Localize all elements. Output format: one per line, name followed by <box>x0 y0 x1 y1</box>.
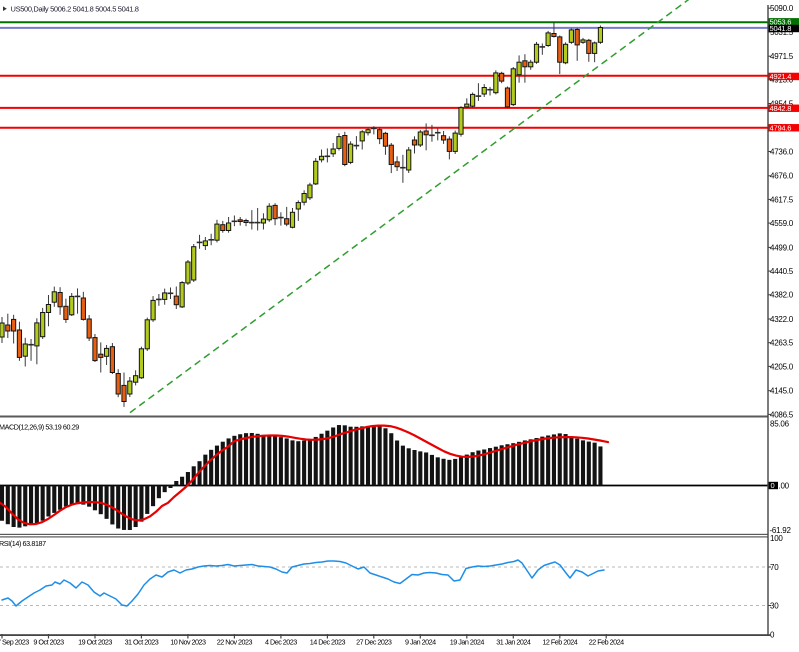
svg-text:5053.6: 5053.6 <box>770 18 792 27</box>
svg-text:RSI(14) 63.8187: RSI(14) 63.8187 <box>0 539 46 548</box>
svg-text:30: 30 <box>770 601 779 610</box>
svg-text:-61.92: -61.92 <box>770 526 792 535</box>
svg-text:4145.0: 4145.0 <box>770 387 794 396</box>
svg-text:5041.8: 5041.8 <box>770 24 792 33</box>
svg-text:4913.0: 4913.0 <box>770 76 794 85</box>
svg-text:5031.5: 5031.5 <box>770 28 794 37</box>
svg-text:70: 70 <box>770 563 779 572</box>
svg-text:9 Jan 2024: 9 Jan 2024 <box>405 637 436 646</box>
svg-text:US500,Daily 5006.2 5041.8 500: US500,Daily 5006.2 5041.8 5004.5 5041.8 <box>11 4 139 13</box>
svg-text:4617.5: 4617.5 <box>770 195 794 204</box>
svg-text:27 Dec 2023: 27 Dec 2023 <box>356 637 392 646</box>
svg-text:4794.6: 4794.6 <box>770 124 792 133</box>
svg-text:.00: .00 <box>779 481 790 490</box>
svg-text:4263.5: 4263.5 <box>770 339 794 348</box>
svg-text:4971.5: 4971.5 <box>770 52 794 61</box>
svg-text:4676.0: 4676.0 <box>770 172 794 181</box>
svg-text:27 Sep 2023: 27 Sep 2023 <box>0 637 29 646</box>
svg-text:10 Nov 2023: 10 Nov 2023 <box>170 637 206 646</box>
svg-text:4559.0: 4559.0 <box>770 219 794 228</box>
svg-text:19 Jan 2024: 19 Jan 2024 <box>450 637 485 646</box>
svg-text:12 Feb 2024: 12 Feb 2024 <box>542 637 577 646</box>
svg-text:0: 0 <box>770 630 775 639</box>
svg-text:22 Feb 2024: 22 Feb 2024 <box>589 637 624 646</box>
svg-text:4842.8: 4842.8 <box>770 104 792 113</box>
svg-text:4921.4: 4921.4 <box>770 72 792 81</box>
svg-text:85.06: 85.06 <box>770 420 790 429</box>
svg-text:19 Oct 2023: 19 Oct 2023 <box>78 637 112 646</box>
svg-text:31 Jan 2024: 31 Jan 2024 <box>496 637 531 646</box>
svg-text:4382.0: 4382.0 <box>770 291 794 300</box>
svg-text:4736.0: 4736.0 <box>770 147 794 156</box>
svg-text:4440.5: 4440.5 <box>770 267 794 276</box>
svg-text:4086.5: 4086.5 <box>770 410 794 419</box>
svg-text:4 Dec 2023: 4 Dec 2023 <box>265 637 297 646</box>
svg-text:5090.0: 5090.0 <box>770 4 794 13</box>
svg-text:MACD(12,26,9) 53.19 60.29: MACD(12,26,9) 53.19 60.29 <box>0 422 79 431</box>
svg-text:9 Oct 2023: 9 Oct 2023 <box>33 637 64 646</box>
svg-text:100: 100 <box>770 534 783 543</box>
svg-text:0: 0 <box>771 481 775 490</box>
svg-text:4854.5: 4854.5 <box>770 99 794 108</box>
svg-text:14 Dec 2023: 14 Dec 2023 <box>310 637 346 646</box>
svg-text:22 Nov 2023: 22 Nov 2023 <box>217 637 253 646</box>
svg-text:4205.0: 4205.0 <box>770 362 794 371</box>
svg-text:31 Oct 2023: 31 Oct 2023 <box>125 637 159 646</box>
svg-text:4499.0: 4499.0 <box>770 243 794 252</box>
svg-text:4322.0: 4322.0 <box>770 315 794 324</box>
